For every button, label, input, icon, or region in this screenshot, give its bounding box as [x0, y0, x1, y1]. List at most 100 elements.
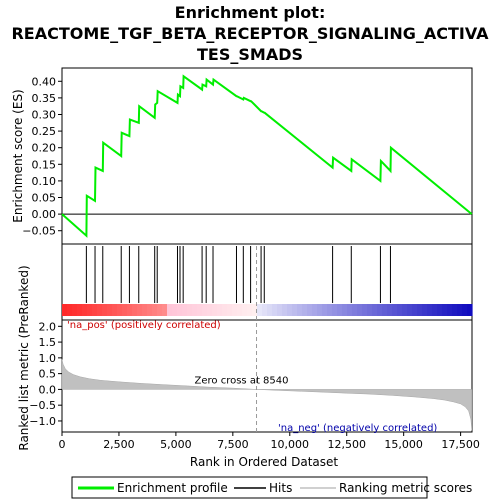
rank-color-cell [77, 304, 83, 316]
metric-ytick-label: −1.0 [29, 415, 56, 428]
rank-color-cell [427, 304, 433, 316]
es-axis-label: Enrichment score (ES) [11, 89, 25, 222]
rank-color-cell [317, 304, 323, 316]
rank-color-cell [442, 304, 448, 316]
rank-color-cell [462, 304, 468, 316]
xtick-label: 17,500 [441, 438, 480, 451]
rank-color-cell [227, 304, 233, 316]
xtick-label: 12,500 [327, 438, 366, 451]
es-panel-frame [62, 68, 472, 244]
rank-color-cell [147, 304, 153, 316]
es-ytick-label: 0.20 [32, 142, 57, 155]
rank-color-cell [187, 304, 193, 316]
rank-color-cell [172, 304, 178, 316]
xtick-label: 15,000 [384, 438, 423, 451]
x-axis-label: Rank in Ordered Dataset [190, 455, 338, 469]
rank-color-cell [67, 304, 73, 316]
rank-color-cell [62, 304, 68, 316]
rank-color-cell [277, 304, 283, 316]
rank-color-cell [327, 304, 333, 316]
rank-color-cell [197, 304, 203, 316]
rank-color-cell [362, 304, 368, 316]
xtick-label: 7,500 [217, 438, 249, 451]
rank-color-cell [397, 304, 403, 316]
rank-color-cell [332, 304, 338, 316]
rank-color-cell [352, 304, 358, 316]
legend-label-metric: Ranking metric scores [339, 481, 472, 495]
es-ytick-label: −0.05 [22, 225, 56, 238]
rank-color-cell [232, 304, 238, 316]
rank-color-cell [237, 304, 243, 316]
rank-color-cell [132, 304, 138, 316]
rank-color-cell [142, 304, 148, 316]
xtick-label: 2,500 [103, 438, 135, 451]
legend-label-enrichment: Enrichment profile [117, 481, 228, 495]
rank-color-cell [402, 304, 408, 316]
rank-color-cell [372, 304, 378, 316]
rank-color-cell [92, 304, 98, 316]
rank-color-cell [212, 304, 218, 316]
es-ytick-label: 0.25 [32, 125, 57, 138]
metric-ytick-label: −0.5 [29, 399, 56, 412]
rank-color-cell [387, 304, 393, 316]
xtick-label: 5,000 [160, 438, 192, 451]
rank-color-cell [137, 304, 143, 316]
chart-title-line-2: REACTOME_TGF_BETA_RECEPTOR_SIGNALING_ACT… [11, 24, 489, 43]
chart-title-line-3: TES_SMADS [197, 45, 303, 64]
pos-correlated-label: 'na_pos' (positively correlated) [67, 320, 221, 331]
rank-color-cell [407, 304, 413, 316]
rank-color-cell [242, 304, 248, 316]
metric-ytick-label: 0.5 [39, 368, 57, 381]
rank-color-cell [302, 304, 308, 316]
rank-color-cell [457, 304, 463, 316]
xtick-label: 0 [59, 438, 66, 451]
es-ytick-label: 0.10 [32, 175, 57, 188]
rank-color-cell [102, 304, 108, 316]
xtick-label: 10,000 [271, 438, 310, 451]
rank-color-cell [292, 304, 298, 316]
rank-color-cell [367, 304, 373, 316]
rank-color-cell [152, 304, 158, 316]
rank-color-cell [202, 304, 208, 316]
rank-color-cell [342, 304, 348, 316]
rank-color-cell [217, 304, 223, 316]
rank-color-cell [432, 304, 438, 316]
legend: Enrichment profile Hits Ranking metric s… [72, 477, 472, 498]
rank-color-cell [122, 304, 128, 316]
legend-label-hits: Hits [269, 481, 292, 495]
rank-color-cell [452, 304, 458, 316]
rank-color-cell [282, 304, 288, 316]
es-ytick-label: 0.00 [32, 208, 57, 221]
es-ytick-label: 0.30 [32, 108, 57, 121]
rank-color-cell [262, 304, 268, 316]
es-ytick-label: 0.40 [32, 75, 57, 88]
rank-color-cell [357, 304, 363, 316]
es-ytick-label: 0.15 [32, 158, 57, 171]
rank-color-cell [107, 304, 113, 316]
rank-color-cell [467, 304, 473, 316]
rank-color-cell [337, 304, 343, 316]
rank-color-cell [72, 304, 78, 316]
metric-axis-label: Ranked list metric (PreRanked) [17, 265, 31, 450]
rank-color-cell [447, 304, 453, 316]
es-ytick-label: 0.05 [32, 192, 57, 205]
rank-color-cell [162, 304, 168, 316]
rank-color-cell [82, 304, 88, 316]
rank-color-cell [272, 304, 278, 316]
rank-color-cell [257, 304, 263, 316]
metric-ytick-label: 1.0 [39, 352, 57, 365]
rank-color-cell [247, 304, 253, 316]
rank-color-cell [347, 304, 353, 316]
rank-color-cell [287, 304, 293, 316]
rank-color-cell [127, 304, 133, 316]
rank-color-cell [322, 304, 328, 316]
rank-color-cell [267, 304, 273, 316]
rank-color-cell [377, 304, 383, 316]
rank-color-cell [207, 304, 213, 316]
rank-color-cell [307, 304, 313, 316]
rank-color-cell [87, 304, 93, 316]
rank-color-cell [117, 304, 123, 316]
rank-color-cell [157, 304, 163, 316]
rank-color-cell [192, 304, 198, 316]
